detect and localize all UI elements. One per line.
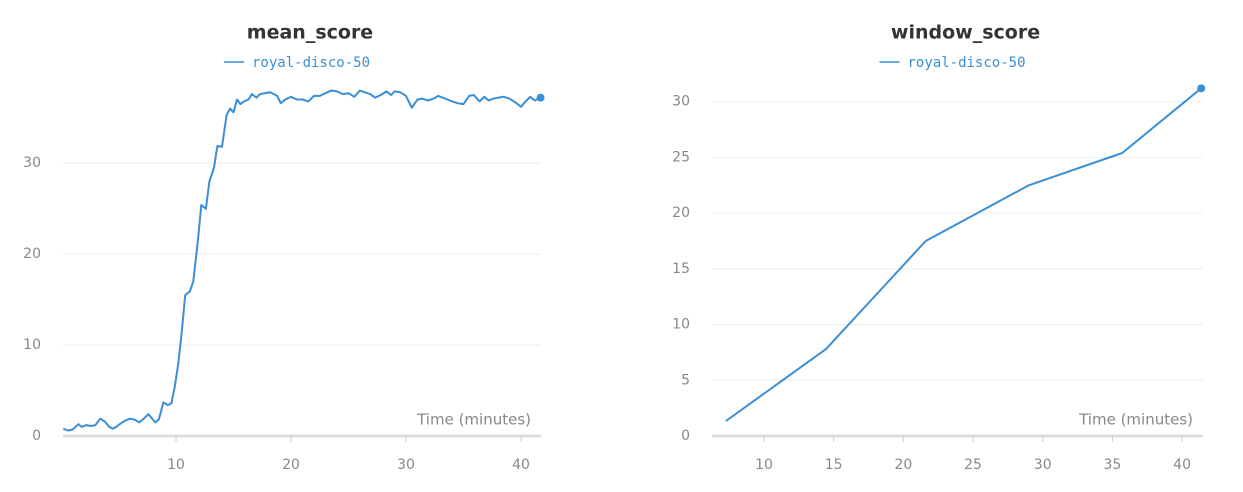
y-tick-label: 10 (672, 317, 690, 333)
y-tick-label: 20 (23, 246, 41, 262)
x-tick-label: 30 (397, 457, 415, 473)
y-tick-label: 20 (672, 205, 690, 221)
x-tick-label: 10 (167, 457, 185, 473)
legend-label: royal-disco-50 (252, 55, 370, 71)
x-axis-label: Time (minutes) (1078, 411, 1193, 429)
y-tick-label: 0 (32, 428, 41, 444)
legend-label: royal-disco-50 (908, 55, 1026, 71)
x-tick-label: 25 (964, 457, 982, 473)
x-tick-label: 20 (282, 457, 300, 473)
chart-title: mean_score (247, 22, 373, 44)
x-tick-label: 30 (1034, 457, 1052, 473)
y-tick-label: 0 (681, 428, 690, 444)
y-tick-label: 10 (23, 337, 41, 353)
y-tick-label: 30 (23, 155, 41, 171)
y-tick-label: 15 (672, 261, 690, 277)
x-tick-label: 15 (825, 457, 843, 473)
end-point (1197, 84, 1206, 93)
x-tick-label: 10 (755, 457, 773, 473)
y-tick-label: 25 (672, 149, 690, 165)
chart-title: window_score (891, 22, 1040, 44)
x-tick-label: 40 (512, 457, 530, 473)
end-point (536, 93, 545, 102)
y-tick-label: 5 (681, 372, 690, 388)
x-tick-label: 35 (1103, 457, 1121, 473)
y-tick-label: 30 (672, 94, 690, 110)
series-line (62, 89, 541, 432)
x-axis-label: Time (minutes) (416, 411, 531, 429)
x-tick-label: 20 (894, 457, 912, 473)
series-line (725, 87, 1202, 422)
x-tick-label: 40 (1173, 457, 1191, 473)
